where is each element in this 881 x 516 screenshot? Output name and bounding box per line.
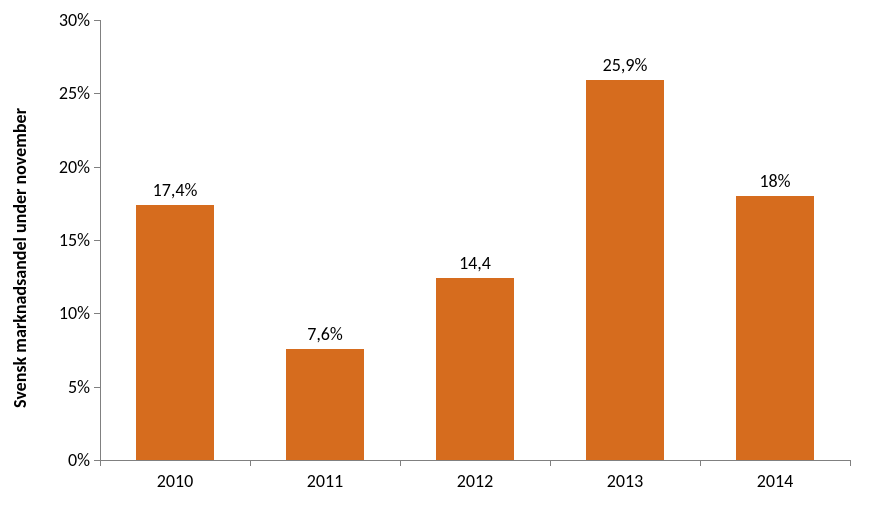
y-tick-mark <box>94 93 100 94</box>
bar <box>136 205 214 460</box>
x-tick-label: 2013 <box>607 470 644 492</box>
x-tick-label: 2010 <box>157 470 194 492</box>
bar-chart: Svensk marknadsandel under november 0%5%… <box>0 0 881 516</box>
data-label: 14,4 <box>459 252 491 274</box>
bar <box>436 278 514 460</box>
x-axis-line <box>100 460 850 461</box>
data-label: 7,6% <box>307 323 343 345</box>
bar <box>586 80 664 460</box>
y-tick-mark <box>94 387 100 388</box>
y-tick-label: 20% <box>40 156 90 178</box>
bar <box>286 349 364 460</box>
plot-area: 0%5%10%15%20%25%30%201017,4%20117,6%2012… <box>100 20 850 460</box>
y-axis-line <box>100 20 101 460</box>
bar <box>736 196 814 460</box>
y-axis-title: Svensk marknadsandel under november <box>9 108 31 408</box>
y-tick-label: 25% <box>40 82 90 104</box>
y-tick-mark <box>94 313 100 314</box>
x-tick-mark <box>100 460 101 466</box>
y-tick-label: 30% <box>40 9 90 31</box>
x-tick-label: 2011 <box>307 470 344 492</box>
data-label: 17,4% <box>153 179 198 201</box>
y-tick-label: 10% <box>40 302 90 324</box>
x-tick-mark <box>850 460 851 466</box>
y-tick-label: 0% <box>40 449 90 471</box>
x-tick-mark <box>550 460 551 466</box>
x-tick-mark <box>700 460 701 466</box>
y-tick-mark <box>94 167 100 168</box>
data-label: 25,9% <box>603 54 648 76</box>
y-tick-mark <box>94 20 100 21</box>
x-tick-label: 2014 <box>757 470 794 492</box>
y-tick-label: 15% <box>40 229 90 251</box>
x-tick-label: 2012 <box>457 470 494 492</box>
data-label: 18% <box>759 170 790 192</box>
y-tick-mark <box>94 240 100 241</box>
x-tick-mark <box>400 460 401 466</box>
y-axis-title-wrap: Svensk marknadsandel under november <box>0 0 40 516</box>
x-tick-mark <box>250 460 251 466</box>
y-tick-label: 5% <box>40 376 90 398</box>
